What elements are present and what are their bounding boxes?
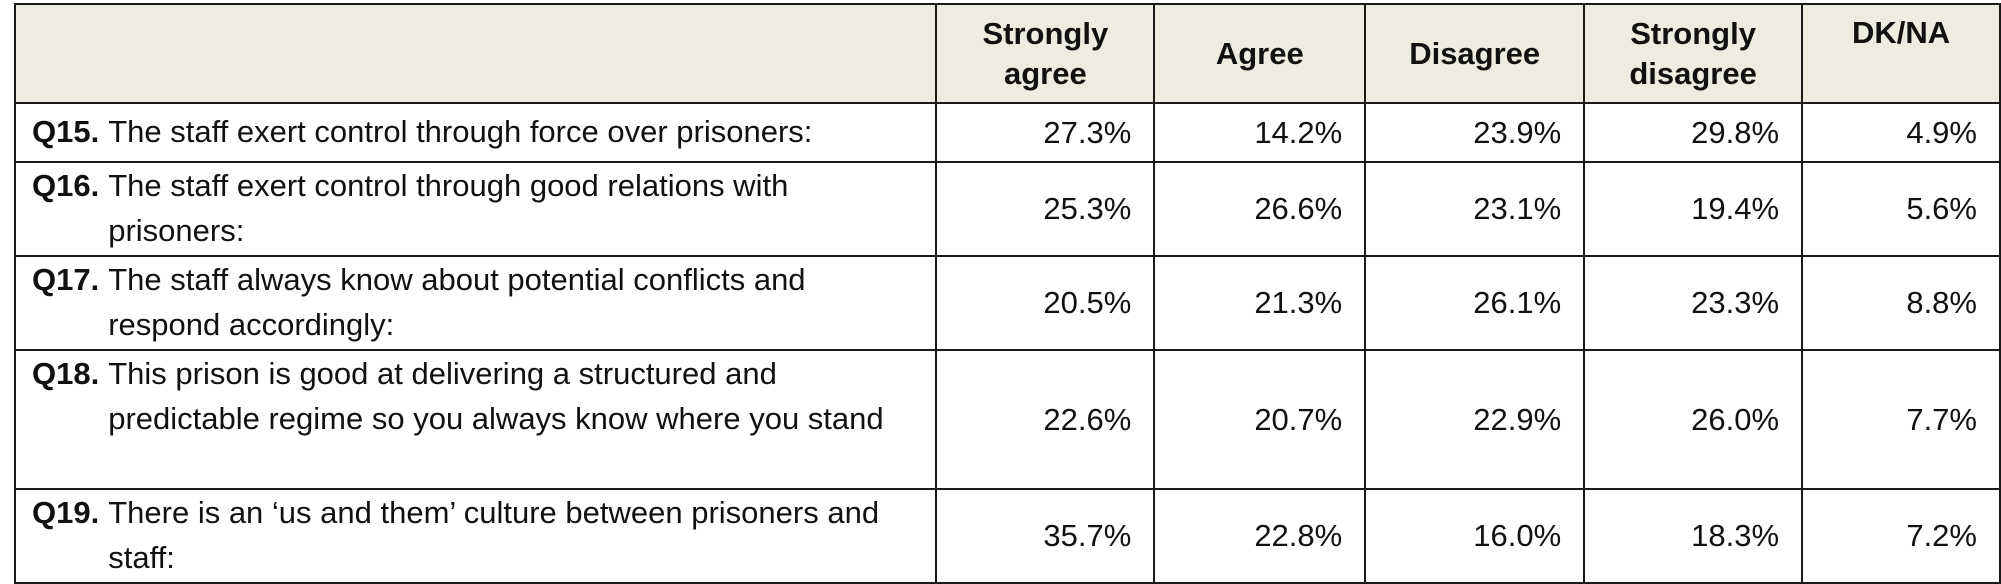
value-cell: 26.1% <box>1364 255 1586 351</box>
value-cell: 7.2% <box>1801 488 2001 584</box>
table-row: Q15. The staff exert control through for… <box>13 102 2001 163</box>
question-number: Q18. <box>32 356 100 391</box>
question-cell: Q15. The staff exert control through for… <box>13 102 938 163</box>
question-number: Q19. <box>32 495 100 530</box>
value-cell: 26.6% <box>1153 161 1367 257</box>
value-cell: 8.8% <box>1801 255 2001 351</box>
question-cell: Q17. The staff always know about potenti… <box>13 255 938 351</box>
value-cell: 14.2% <box>1153 102 1367 163</box>
value-cell: 27.3% <box>935 102 1156 163</box>
question-text: The staff always know about potential co… <box>108 262 806 342</box>
value-cell: 4.9% <box>1801 102 2001 163</box>
table-row: Q19. There is an ‘us and them’ culture b… <box>13 488 2001 584</box>
question-text: The staff exert control through force ov… <box>108 114 813 149</box>
table-row: Q17. The staff always know about potenti… <box>13 255 2001 351</box>
value-cell: 29.8% <box>1583 102 1804 163</box>
column-header-agree: Agree <box>1153 3 1367 104</box>
survey-results-table: Strongly agree Agree Disagree Strongly d… <box>13 3 2001 584</box>
table-header-row: Strongly agree Agree Disagree Strongly d… <box>13 3 2001 104</box>
value-cell: 7.7% <box>1801 349 2001 490</box>
value-cell: 26.0% <box>1583 349 1804 490</box>
value-cell: 16.0% <box>1364 488 1586 584</box>
question-number: Q15. <box>32 114 100 149</box>
header-blank-cell <box>13 3 938 104</box>
value-cell: 22.6% <box>935 349 1156 490</box>
value-cell: 5.6% <box>1801 161 2001 257</box>
question-cell: Q16. The staff exert control through goo… <box>13 161 938 257</box>
value-cell: 21.3% <box>1153 255 1367 351</box>
value-cell: 25.3% <box>935 161 1156 257</box>
survey-table-container: Strongly agree Agree Disagree Strongly d… <box>13 3 2001 584</box>
column-header-disagree: Disagree <box>1364 3 1586 104</box>
table-row: Q18. This prison is good at delivering a… <box>13 349 2001 490</box>
question-number: Q16. <box>32 168 100 203</box>
value-cell: 35.7% <box>935 488 1156 584</box>
question-cell: Q19. There is an ‘us and them’ culture b… <box>13 488 938 584</box>
value-cell: 22.9% <box>1364 349 1586 490</box>
value-cell: 23.9% <box>1364 102 1586 163</box>
column-header-strongly-disagree: Strongly disagree <box>1583 3 1804 104</box>
value-cell: 23.1% <box>1364 161 1586 257</box>
question-number: Q17. <box>32 262 100 297</box>
value-cell: 18.3% <box>1583 488 1804 584</box>
value-cell: 19.4% <box>1583 161 1804 257</box>
question-cell: Q18. This prison is good at delivering a… <box>13 349 938 490</box>
table-row: Q16. The staff exert control through goo… <box>13 161 2001 257</box>
question-text: This prison is good at delivering a stru… <box>108 356 884 436</box>
question-text: The staff exert control through good rel… <box>108 168 789 248</box>
value-cell: 20.5% <box>935 255 1156 351</box>
question-text: There is an ‘us and them’ culture betwee… <box>108 495 880 575</box>
value-cell: 23.3% <box>1583 255 1804 351</box>
value-cell: 20.7% <box>1153 349 1367 490</box>
column-header-strongly-agree: Strongly agree <box>935 3 1156 104</box>
column-header-dk-na: DK/NA <box>1801 3 2001 104</box>
value-cell: 22.8% <box>1153 488 1367 584</box>
